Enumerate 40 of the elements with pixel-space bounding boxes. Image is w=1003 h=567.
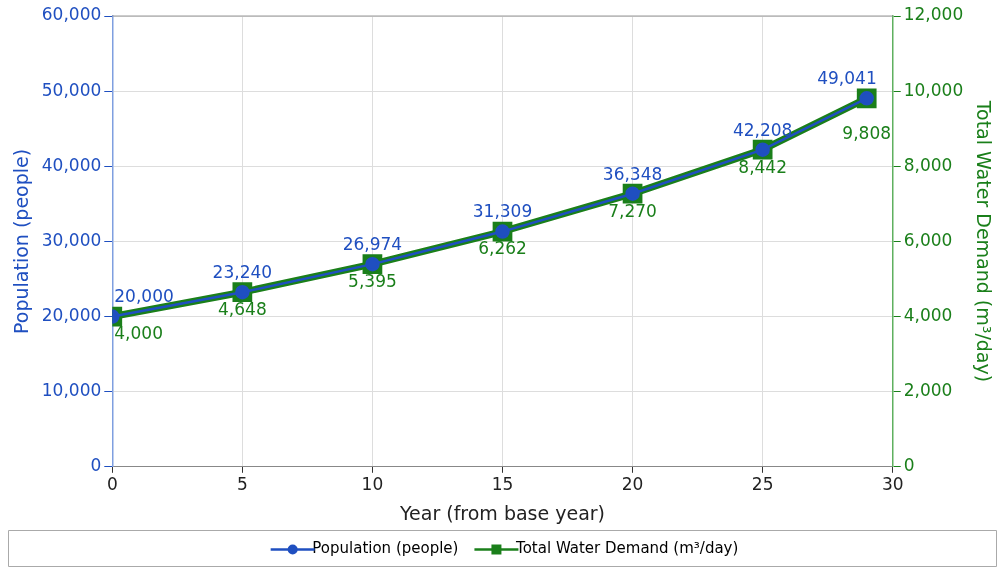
- y-tick-label: 10,000: [41, 380, 102, 401]
- y2-tick-label: 2,000: [903, 380, 953, 401]
- data-label: 9,808: [842, 123, 892, 144]
- legend-label: Total Water Demand (m³/day): [477, 539, 739, 558]
- data-label: 49,041: [817, 68, 877, 89]
- data-label: 8,442: [738, 156, 787, 177]
- data-label: 23,240: [212, 262, 273, 283]
- data-label: 36,348: [602, 163, 663, 184]
- y2-tick-label: 12,000: [903, 4, 964, 25]
- x-tick-label: 25: [751, 474, 774, 495]
- legend-label: Population (people): [274, 539, 459, 558]
- x-tick-label: 0: [106, 474, 118, 495]
- y-tick-label: 20,000: [41, 304, 102, 325]
- y-tick-label: 50,000: [41, 79, 102, 100]
- y-tick-label: 40,000: [41, 154, 102, 175]
- y2-tick-label: 0: [903, 455, 915, 476]
- y2-tick-label: 4,000: [903, 304, 953, 325]
- data-label: 26,974: [342, 234, 403, 255]
- y-axis-title: Population (people): [10, 148, 33, 334]
- data-label: 31,309: [472, 201, 533, 222]
- x-tick-label: 20: [621, 474, 644, 495]
- data-label: 20,000: [114, 286, 174, 307]
- data-label: 4,648: [218, 299, 267, 320]
- x-tick-label: 30: [881, 474, 904, 495]
- data-label: 7,270: [608, 200, 657, 221]
- x-tick-label: 5: [236, 474, 248, 495]
- y-tick-label: 30,000: [41, 229, 102, 250]
- y2-tick-label: 10,000: [903, 79, 964, 100]
- data-label: 5,395: [348, 271, 397, 292]
- y-tick-label: 60,000: [41, 4, 102, 25]
- x-tick-label: 15: [491, 474, 514, 495]
- x-axis-title: Year (from base year): [398, 501, 606, 524]
- data-label: 4,000: [114, 323, 163, 344]
- y2-tick-label: 6,000: [903, 229, 953, 250]
- y2-axis-title: Total Water Demand (m³/day): [972, 99, 995, 383]
- data-label: 42,208: [732, 119, 793, 140]
- data-label: 6,262: [478, 238, 527, 259]
- y2-tick-label: 8,000: [903, 154, 953, 175]
- x-tick-label: 10: [361, 474, 384, 495]
- y-tick-label: 0: [90, 455, 102, 476]
